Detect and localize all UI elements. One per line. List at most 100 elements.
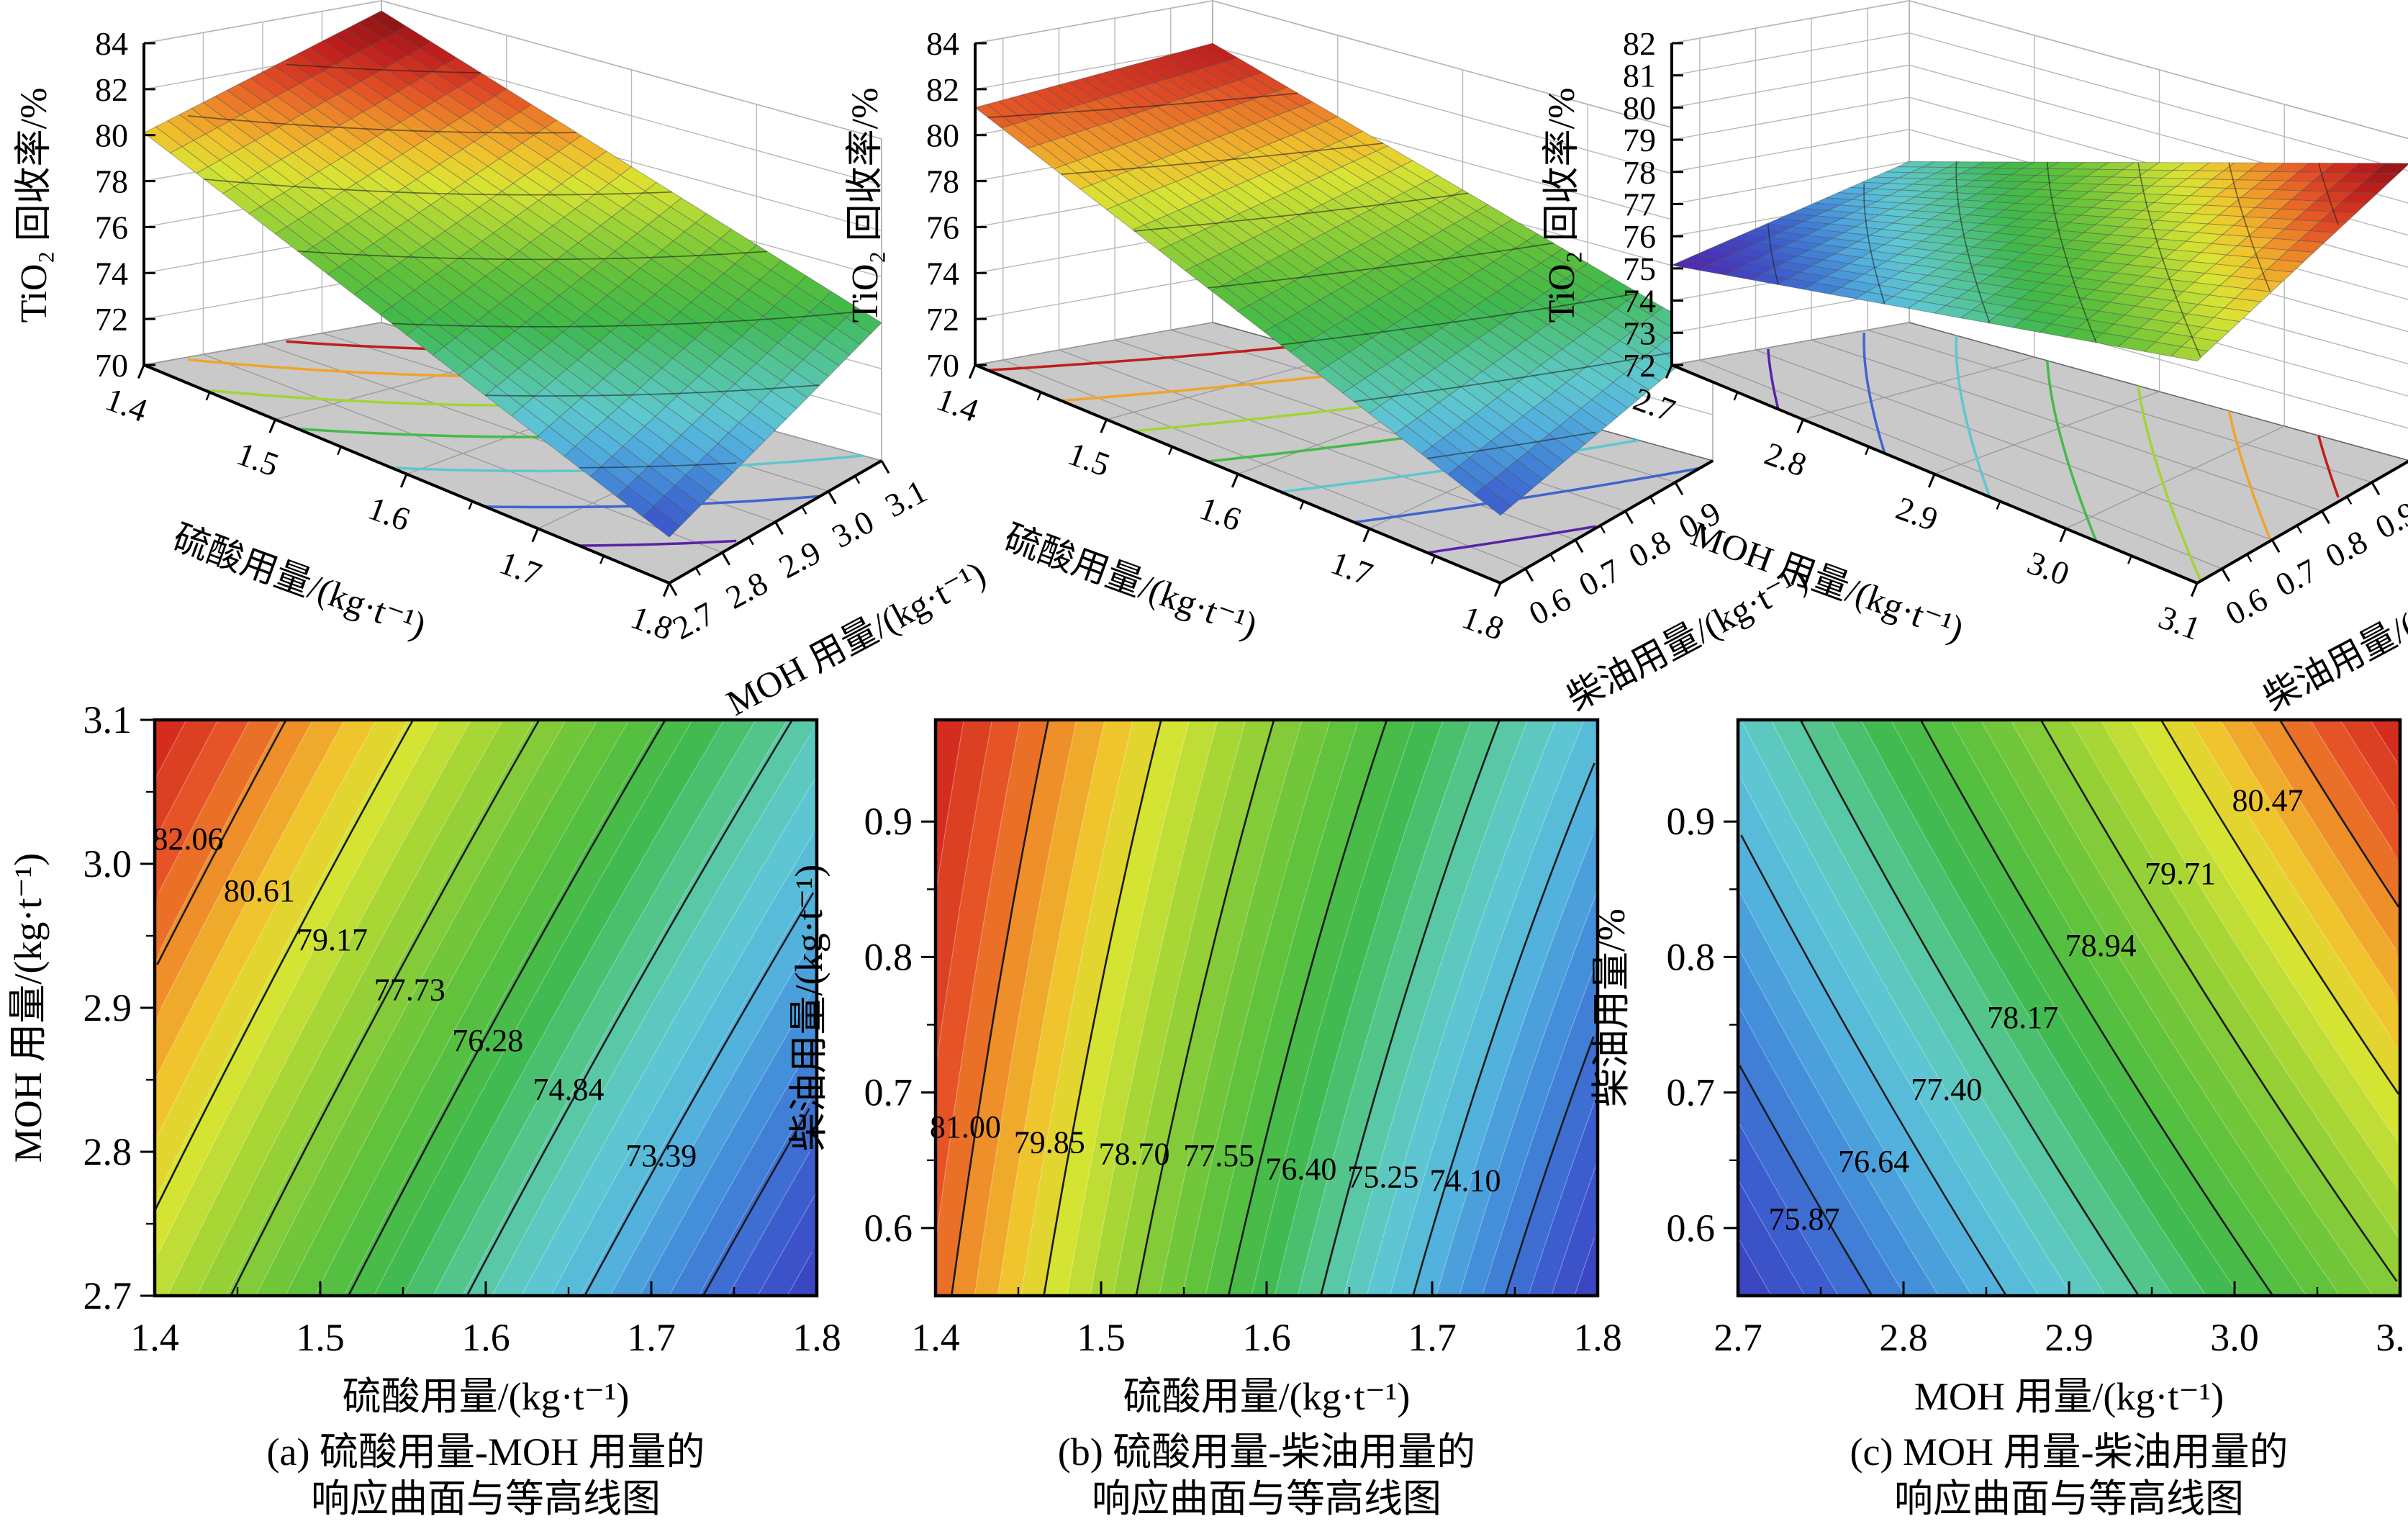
band-edge bbox=[492, 734, 811, 1296]
contour-label: 82.06 bbox=[153, 821, 224, 857]
contour-band bbox=[155, 720, 376, 1296]
x-tick-label: 3.0 bbox=[2023, 544, 2074, 593]
contour-lines bbox=[1739, 719, 2399, 1296]
z-tick-label: 82 bbox=[95, 71, 128, 108]
z-tick-label: 77 bbox=[1623, 186, 1656, 223]
band-edge bbox=[157, 719, 219, 836]
z-axis-title: TiO₂ 回收率/% bbox=[845, 88, 886, 323]
contour-band bbox=[1067, 720, 1218, 1296]
band-edge bbox=[1740, 777, 2040, 1296]
x-minor-tick bbox=[1299, 500, 1305, 510]
x-tick-label: 1.7 bbox=[1408, 1316, 1457, 1359]
contour-band bbox=[1321, 720, 1528, 1296]
band-edge bbox=[580, 892, 810, 1296]
contour-label: 81.00 bbox=[930, 1109, 1001, 1145]
contour-band bbox=[155, 720, 281, 1296]
y-minor-tick bbox=[2296, 525, 2302, 533]
z-tick-label: 74 bbox=[926, 255, 959, 292]
surface-contour-line bbox=[1955, 161, 1991, 324]
band-edge bbox=[225, 719, 535, 1296]
band-edge bbox=[1436, 834, 1593, 1296]
x-tick-label: 1.4 bbox=[911, 1316, 960, 1359]
y-tick-label: 0.9 bbox=[2369, 494, 2408, 546]
band-edge bbox=[1251, 719, 1416, 1296]
y-tick-label: 0.6 bbox=[1523, 580, 1577, 632]
band-edge bbox=[936, 719, 992, 1066]
contour-label: 74.84 bbox=[533, 1072, 605, 1107]
contour-band bbox=[167, 720, 503, 1296]
contour-band bbox=[1344, 720, 1557, 1296]
y-minor-tick bbox=[694, 567, 701, 576]
contour-line bbox=[1412, 762, 1595, 1296]
contour-line bbox=[2160, 719, 2399, 1095]
contour-band bbox=[1090, 720, 1246, 1296]
contour-line bbox=[348, 719, 666, 1296]
y-axis bbox=[1500, 459, 1714, 585]
contour-band bbox=[344, 720, 693, 1296]
x-tick-label: 2.8 bbox=[1760, 435, 1811, 484]
band-edge bbox=[1020, 719, 1133, 1296]
x-tick-label: 1.6 bbox=[363, 490, 415, 538]
contour-band bbox=[669, 720, 817, 1296]
contour-band bbox=[314, 720, 661, 1296]
y-axis-title: MOH 用量/(kg·t⁻¹) bbox=[6, 853, 50, 1163]
y-axis-title: 柴油用量/% bbox=[1590, 908, 1633, 1107]
y-tick-label: 0.7 bbox=[1667, 1071, 1716, 1114]
contour-label: 75.25 bbox=[1347, 1160, 1418, 1195]
contour-line bbox=[230, 719, 540, 1296]
band-edge bbox=[2219, 719, 2394, 994]
band-edge bbox=[1182, 719, 1331, 1296]
band-edge bbox=[1090, 719, 1218, 1296]
contour-band bbox=[1950, 720, 2340, 1296]
contour-band bbox=[433, 720, 788, 1296]
floor-gridline bbox=[1059, 349, 1576, 541]
x-tick-label: 1.8 bbox=[1573, 1316, 1622, 1359]
contour-line bbox=[466, 719, 794, 1296]
surface-plot-a: 70 72 74 76 78 80 82 84 1.4 1.5 1.6 1.7 1.82.72.82.9… bbox=[14, 0, 992, 723]
contour-band bbox=[1738, 720, 1805, 1296]
x-tick bbox=[137, 364, 145, 379]
band-edge bbox=[669, 1036, 817, 1296]
band-edge bbox=[1890, 719, 2240, 1296]
contour-band bbox=[698, 720, 817, 1296]
band-edge bbox=[2340, 719, 2396, 807]
contour-label: 78.17 bbox=[1987, 1000, 2058, 1035]
contour-label: 79.71 bbox=[2145, 856, 2216, 891]
contour-label: 79.17 bbox=[297, 922, 368, 957]
contour-band bbox=[1738, 720, 1973, 1296]
band-edge bbox=[433, 719, 756, 1296]
surface-contour-line bbox=[1061, 143, 1383, 175]
band-edge bbox=[1739, 892, 1973, 1296]
floor-gridline bbox=[1867, 329, 2373, 483]
contour-labels: 81.00 79.85 78.70 77.55 76.40 75.25 74.10 bbox=[930, 1109, 1501, 1198]
band-edge bbox=[787, 1252, 813, 1296]
contour-band bbox=[196, 720, 535, 1296]
caption-line-2: 响应曲面与等高线图 bbox=[1894, 1477, 2244, 1520]
band-edge bbox=[160, 719, 314, 1009]
contour-band bbox=[1482, 720, 1598, 1296]
floor-contour-line bbox=[2046, 360, 2098, 542]
contour-line bbox=[2040, 719, 2398, 1282]
y-minor-tick bbox=[748, 536, 754, 546]
y-minor-tick bbox=[854, 475, 861, 484]
contour-band bbox=[285, 720, 630, 1296]
surface-contour-line bbox=[187, 114, 577, 134]
contour-labels: 80.47 79.71 78.94 78.17 77.40 76.64 75.87 bbox=[1769, 782, 2304, 1237]
band-edge bbox=[314, 719, 630, 1296]
y-tick bbox=[880, 460, 890, 474]
band-edge bbox=[158, 719, 440, 1253]
contour-band bbox=[1251, 720, 1444, 1296]
contour-lines bbox=[154, 719, 815, 1296]
x-minor-tick bbox=[337, 446, 342, 456]
x-tick-label: 1.7 bbox=[1326, 544, 1377, 593]
x-axis-title: 硫酸用量/(kg·t⁻¹) bbox=[343, 1375, 630, 1418]
caption-line-2: 响应曲面与等高线图 bbox=[1092, 1477, 1441, 1520]
z-tick-label: 82 bbox=[1623, 25, 1656, 62]
z-tick-label: 76 bbox=[95, 209, 128, 245]
band-edge bbox=[196, 719, 504, 1296]
contour-band bbox=[1738, 720, 1872, 1296]
z-tick-label: 75 bbox=[1623, 251, 1656, 287]
floor-gridline bbox=[1106, 356, 1338, 420]
